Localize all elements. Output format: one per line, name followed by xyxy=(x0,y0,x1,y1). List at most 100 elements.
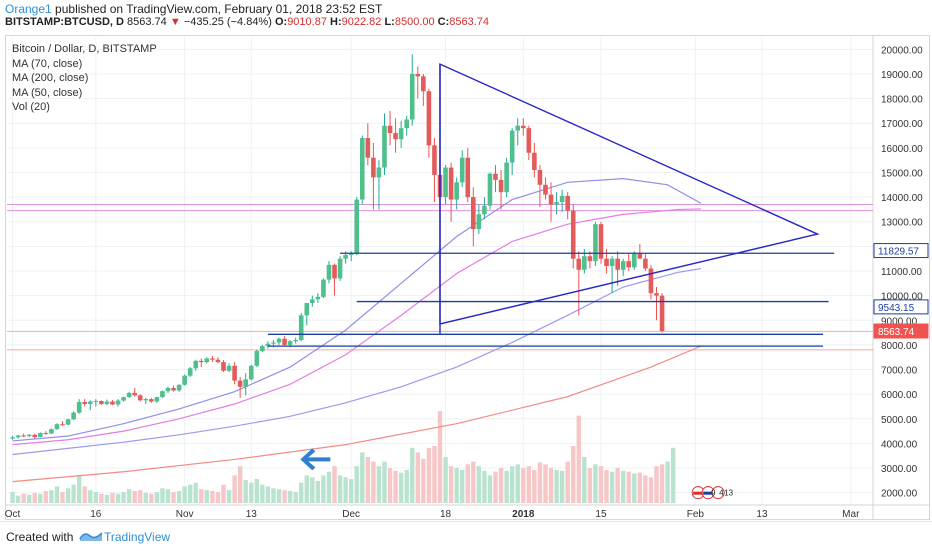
author-link[interactable]: Orange1 xyxy=(5,2,52,16)
volume-bar xyxy=(643,475,648,503)
volume-bar xyxy=(482,470,487,503)
x-tick-label: Nov xyxy=(176,509,194,520)
candle-body xyxy=(598,224,604,259)
volume-bar xyxy=(310,477,315,503)
volume-bar xyxy=(454,468,459,503)
candle-body xyxy=(110,401,115,405)
price-chart[interactable]: 9 4 13 2000.003000.004000.005000.006000.007… xyxy=(5,35,930,520)
volume-bar xyxy=(670,447,676,503)
x-tick-label: Dec xyxy=(342,509,360,520)
volume-bar xyxy=(160,488,165,503)
candle-body xyxy=(149,399,154,402)
footer: Created with TradingView xyxy=(0,521,932,551)
volume-bar xyxy=(10,491,15,503)
candle-body xyxy=(326,264,332,280)
legend-ma-200[interactable]: MA (200, close) xyxy=(12,72,89,84)
candle-body xyxy=(582,256,587,270)
volume-bar xyxy=(382,461,387,503)
volume-bar xyxy=(637,472,643,503)
y-tick-label: 9000.00 xyxy=(881,316,918,327)
legend-title[interactable]: Bitcoin / Dollar, D, BITSTAMP xyxy=(12,43,157,55)
candle-body xyxy=(160,391,165,398)
candle-body xyxy=(104,401,110,405)
volume-bar xyxy=(326,471,332,503)
candle-body xyxy=(426,91,432,146)
price-tag-box xyxy=(873,299,929,315)
legend-volume[interactable]: Vol (20) xyxy=(12,101,50,113)
volume-bar xyxy=(176,491,182,503)
volume-bar xyxy=(543,464,548,503)
volume-bar xyxy=(571,445,576,503)
volume-bar xyxy=(282,490,287,503)
volume-bar xyxy=(38,493,43,503)
volume-bar xyxy=(598,466,604,503)
volume-bar xyxy=(376,466,382,503)
left-arrow-icon xyxy=(300,448,331,471)
legend-ma-70[interactable]: MA (70, close) xyxy=(12,57,83,70)
volume-bar xyxy=(426,447,432,503)
candle-body xyxy=(570,210,576,259)
volume-bar xyxy=(32,492,37,503)
candle-body xyxy=(604,258,609,267)
y-tick-label: 16000.00 xyxy=(881,144,923,155)
volume-bar xyxy=(615,468,620,503)
candle-body xyxy=(99,401,104,405)
high-label: H: xyxy=(330,16,342,28)
candle-body xyxy=(559,195,565,203)
published-text: published on TradingView.com, February 0… xyxy=(55,2,383,16)
candle-body xyxy=(187,368,193,376)
volume-bar xyxy=(576,415,581,503)
candle-body xyxy=(587,256,593,262)
candle-body xyxy=(493,173,498,180)
candle-body xyxy=(198,360,204,363)
price-tag-box xyxy=(873,243,929,259)
candle-body xyxy=(60,424,65,426)
candle-body xyxy=(337,258,343,279)
x-tick-label: Mar xyxy=(842,509,860,520)
volume-bar xyxy=(337,475,343,503)
flag-us-icon xyxy=(711,486,725,500)
candle-body xyxy=(287,341,293,345)
volume-bar xyxy=(537,462,543,503)
volume-bar xyxy=(254,479,260,503)
candle-body xyxy=(387,125,393,134)
legend-ma-50[interactable]: MA (50, close) xyxy=(12,86,83,99)
y-tick-label: 11000.00 xyxy=(881,267,922,278)
candle-body xyxy=(343,254,348,259)
volume-bar xyxy=(626,471,631,503)
volume-bar xyxy=(43,491,49,503)
candle-body xyxy=(204,358,210,363)
candle-body xyxy=(260,346,265,352)
volume-bar xyxy=(165,489,171,503)
chart-frame[interactable] xyxy=(5,35,930,520)
x-tick-label: 2018 xyxy=(512,509,535,520)
volume-bar xyxy=(287,491,293,503)
volume-bar xyxy=(321,475,326,503)
volume-bar xyxy=(632,473,637,503)
candle-body xyxy=(248,365,254,380)
volume-bar xyxy=(521,468,526,503)
volume-bar xyxy=(60,491,65,503)
volume-bar xyxy=(587,468,593,503)
ma-50-line xyxy=(12,178,702,442)
price-tag-label: 11829.57 xyxy=(878,247,919,258)
volume-bar xyxy=(93,491,99,503)
candle-body xyxy=(631,253,637,268)
candle-body xyxy=(121,397,126,401)
candle-body xyxy=(38,433,43,438)
volume-bar xyxy=(171,491,176,503)
volume-bar xyxy=(498,468,504,503)
candle-body xyxy=(615,258,620,270)
event-badge-label: 4 xyxy=(719,489,724,498)
tradingview-link[interactable]: TradingView xyxy=(104,530,171,544)
volume-bar xyxy=(437,411,443,503)
candle-body xyxy=(165,388,171,392)
volume-bar xyxy=(76,475,82,503)
x-tick-label: Feb xyxy=(687,509,705,520)
chart-legend: Bitcoin / Dollar, D, BITSTAMP MA (70, cl… xyxy=(12,42,157,115)
volume-bar xyxy=(138,490,143,503)
candle-body xyxy=(471,197,476,230)
candle-body xyxy=(482,205,487,215)
volume-bar xyxy=(65,488,71,503)
volume-bar xyxy=(237,466,243,503)
